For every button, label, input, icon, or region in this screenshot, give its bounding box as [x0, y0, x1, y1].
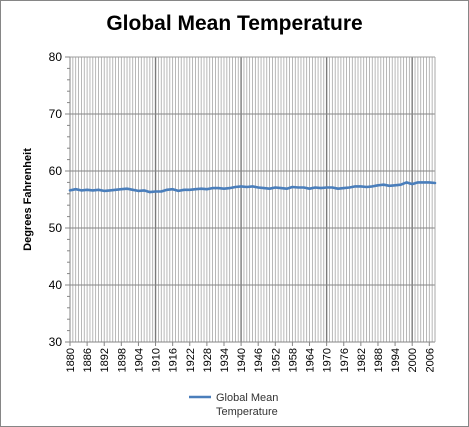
chart-title: Global Mean Temperature: [106, 12, 363, 35]
x-tick-label: 1958: [287, 348, 299, 372]
x-tick-label: 1946: [253, 348, 265, 372]
x-tick-label: 1988: [373, 348, 385, 372]
x-tick-label: 1994: [390, 348, 402, 372]
x-tick-label: 1886: [82, 348, 94, 372]
x-tick-label: 1976: [339, 348, 351, 372]
x-tick-label: 1928: [202, 348, 214, 372]
x-tick-label: 2006: [424, 348, 436, 372]
y-tick-label: 70: [49, 107, 63, 121]
series-line: [68, 181, 437, 194]
x-tick-label: 1898: [116, 348, 128, 372]
x-tick-label: 1916: [168, 348, 180, 372]
y-tick-label: 40: [49, 278, 63, 292]
x-tick-label: 2000: [407, 348, 419, 372]
x-tick-label: 1964: [305, 348, 317, 372]
y-axis-label: Degrees Fahrenheit: [22, 148, 34, 251]
x-tick-label: 1892: [99, 348, 111, 372]
x-tick-label: 1982: [356, 348, 368, 372]
y-tick-label: 30: [49, 335, 63, 349]
x-tick-label: 1970: [322, 348, 334, 372]
y-tick-label: 60: [49, 164, 63, 178]
y-tick-label: 80: [49, 50, 63, 64]
x-tick-label: 1880: [65, 348, 77, 372]
legend-label: Global Mean: [216, 392, 278, 404]
x-tick-label: 1922: [185, 348, 197, 372]
x-tick-label: 1910: [151, 348, 163, 372]
x-tick-label: 1934: [219, 348, 231, 372]
y-tick-label: 50: [49, 221, 63, 235]
x-tick-label: 1904: [133, 348, 145, 372]
x-tick-label: 1952: [270, 348, 282, 372]
legend-label: Temperature: [216, 406, 278, 418]
x-tick-label: 1940: [236, 348, 248, 372]
